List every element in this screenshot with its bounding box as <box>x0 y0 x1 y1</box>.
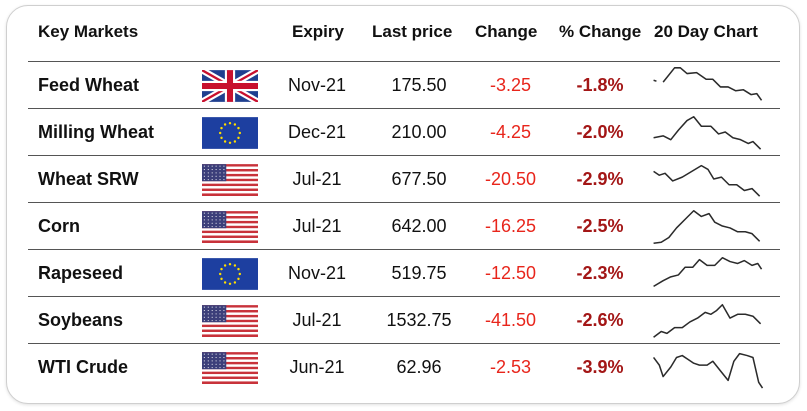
pct-change-cell: -2.3% <box>576 263 624 283</box>
sparkline-path <box>653 67 763 101</box>
sparkline-20-day <box>650 252 768 295</box>
last-price-cell: 175.50 <box>391 75 447 95</box>
last-price-cell: 62.96 <box>396 357 442 377</box>
market-name: Soybeans <box>38 310 124 330</box>
pct-change-cell: -1.8% <box>576 75 624 95</box>
table-row: WTI Crude Jun-21 62.96 -2.53 -3.9% <box>28 343 780 391</box>
expiry-cell: Jul-21 <box>292 310 342 330</box>
us-flag-icon <box>202 352 258 385</box>
last-price-cell: 1532.75 <box>386 310 452 330</box>
eu-flag-icon <box>202 117 258 149</box>
sparkline-20-day <box>650 64 768 107</box>
change-cell: -16.25 <box>484 216 537 236</box>
change-cell: -12.50 <box>484 263 537 283</box>
table-row: Rapeseed Nov-21 519.75 -12.50 -2.3% <box>28 249 780 297</box>
header-key-markets: Key Markets <box>38 22 139 41</box>
last-price-cell: 519.75 <box>391 263 447 283</box>
us-flag-icon <box>202 164 258 197</box>
sparkline-path <box>652 352 764 389</box>
market-name: Milling Wheat <box>38 122 154 142</box>
market-name: Corn <box>38 216 80 236</box>
expiry-cell: Nov-21 <box>287 263 347 283</box>
sparkline-20-day <box>650 299 768 342</box>
change-cell: -3.25 <box>489 75 532 95</box>
header-change: Change <box>475 22 538 41</box>
expiry-cell: Nov-21 <box>287 75 347 95</box>
table-row: Corn Jul-21 642.00 -16.25 -2.5% <box>28 202 780 250</box>
last-price-cell: 642.00 <box>391 216 447 236</box>
expiry-cell: Jul-21 <box>292 169 342 189</box>
expiry-cell: Jun-21 <box>289 357 345 377</box>
us-flag-icon <box>202 211 258 244</box>
sparkline-path <box>653 256 763 288</box>
change-cell: -4.25 <box>489 122 532 142</box>
pct-change-cell: -2.5% <box>576 216 624 236</box>
pct-change-cell: -2.0% <box>576 122 624 142</box>
us-flag-icon <box>202 305 258 338</box>
key-markets-card <box>6 5 800 404</box>
table-row: Feed Wheat Nov-21 175.50 -3.25 -1.8% <box>28 61 780 109</box>
pct-change-cell: -3.9% <box>576 357 624 377</box>
market-name: Feed Wheat <box>38 75 140 95</box>
pct-change-cell: -2.6% <box>576 310 624 330</box>
market-name: Wheat SRW <box>38 169 139 189</box>
table-row: Wheat SRW Jul-21 677.50 -20.50 -2.9% <box>28 155 780 203</box>
uk-flag-icon <box>200 67 260 105</box>
change-cell: -2.53 <box>489 357 532 377</box>
market-name: Rapeseed <box>38 263 124 283</box>
pct-change-cell: -2.9% <box>576 169 624 189</box>
sparkline-20-day <box>650 205 768 248</box>
sparkline-path <box>653 303 762 338</box>
header-20-day-chart: 20 Day Chart <box>654 22 758 41</box>
header-last-price: Last price <box>372 22 453 41</box>
table-row: Soybeans Jul-21 1532.75 -41.50 -2.6% <box>28 296 780 344</box>
last-price-cell: 210.00 <box>391 122 447 142</box>
sparkline-path <box>653 209 761 244</box>
header-expiry: Expiry <box>292 22 344 41</box>
eu-flag-icon <box>202 258 258 290</box>
change-cell: -41.50 <box>484 310 537 330</box>
market-name: WTI Crude <box>38 357 128 377</box>
sparkline-path <box>653 164 761 197</box>
header-pct-change: % Change <box>559 22 642 41</box>
last-price-cell: 677.50 <box>391 169 447 189</box>
change-cell: -20.50 <box>484 169 537 189</box>
sparkline-path <box>653 115 762 150</box>
sparkline-20-day <box>650 158 768 201</box>
expiry-cell: Jul-21 <box>292 216 342 236</box>
sparkline-20-day <box>650 111 768 154</box>
sparkline-20-day <box>650 346 768 389</box>
expiry-cell: Dec-21 <box>287 122 347 142</box>
table-row: Milling Wheat Dec-21 210.00 -4.25 -2.0% <box>28 108 780 156</box>
